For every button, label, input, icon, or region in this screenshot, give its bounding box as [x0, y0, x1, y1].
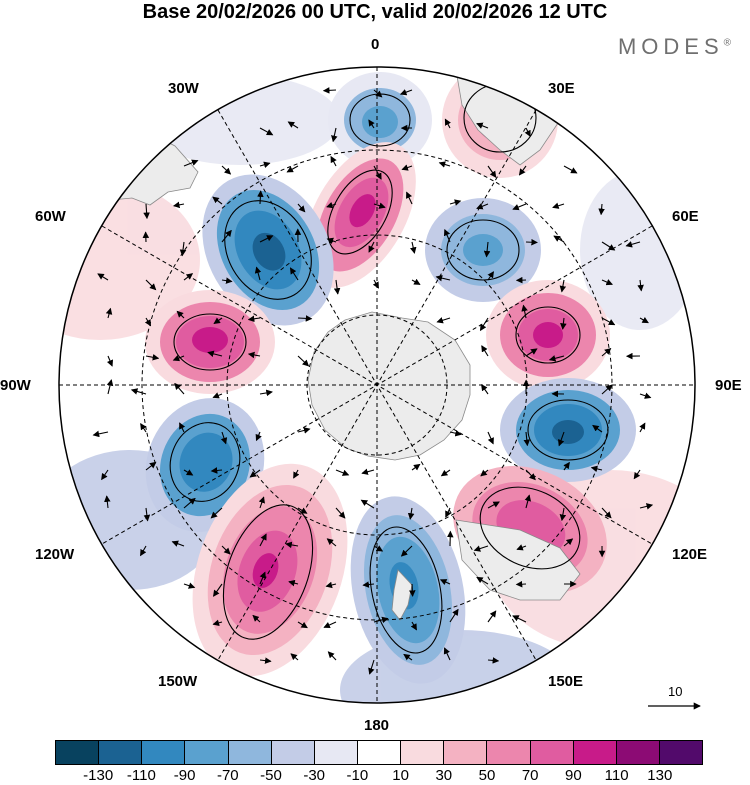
colorbar-tick-label: -130	[83, 767, 113, 784]
vector-reference-label: 10	[668, 684, 682, 699]
lon-label-30w: 30W	[168, 80, 199, 97]
colorbar	[55, 740, 703, 765]
colorbar-ticks: -130 -110 -90 -70 -50 -30 -10 10 30 50 70 90 110 130	[55, 767, 703, 785]
colorbar-swatch	[617, 741, 660, 764]
colorbar-swatch	[142, 741, 185, 764]
colorbar-tick-label: 90	[565, 767, 582, 784]
lon-label-120e: 120E	[672, 546, 707, 563]
colorbar-tick-label: -10	[347, 767, 369, 784]
colorbar-tick-label: -90	[174, 767, 196, 784]
colorbar-swatch	[660, 741, 702, 764]
colorbar-tick-label: -30	[303, 767, 325, 784]
colorbar-tick-label: 130	[647, 767, 672, 784]
wind-vector	[298, 318, 312, 319]
colorbar-swatch	[185, 741, 228, 764]
colorbar-tick-label: 10	[392, 767, 409, 784]
colorbar-tick-label: -110	[127, 767, 156, 784]
colorbar-swatch	[56, 741, 99, 764]
wind-vector	[324, 90, 336, 91]
lon-label-60w: 60W	[35, 208, 66, 225]
colorbar-swatch	[315, 741, 358, 764]
colorbar-swatch	[487, 741, 530, 764]
wind-vector	[526, 242, 537, 243]
colorbar-swatch	[401, 741, 444, 764]
wind-vector	[412, 584, 413, 596]
lon-label-120w: 120W	[35, 546, 74, 563]
lon-label-180: 180	[364, 717, 389, 734]
colorbar-swatch	[444, 741, 487, 764]
colorbar-tick-label: 30	[435, 767, 452, 784]
colorbar-swatch	[358, 741, 401, 764]
lon-label-150w: 150W	[158, 673, 197, 690]
colorbar-swatch	[531, 741, 574, 764]
lon-label-30e: 30E	[548, 80, 575, 97]
lon-label-150e: 150E	[548, 673, 583, 690]
colorbar-swatch	[574, 741, 617, 764]
colorbar-tick-label: 110	[605, 767, 629, 784]
wind-vector	[260, 191, 261, 204]
colorbar-tick-label: -70	[217, 767, 239, 784]
lon-label-90w: 90W	[0, 377, 31, 394]
colorbar-tick-label: -50	[260, 767, 282, 784]
colorbar-tick-label: 70	[522, 767, 539, 784]
lon-label-90e: 90E	[715, 377, 742, 394]
colorbar-swatch	[99, 741, 142, 764]
colorbar-swatch	[229, 741, 272, 764]
lon-label-0: 0	[371, 36, 379, 53]
colorbar-tick-label: 50	[479, 767, 496, 784]
lon-label-60e: 60E	[672, 208, 699, 225]
colorbar-swatch	[272, 741, 315, 764]
wind-vector	[517, 584, 527, 585]
